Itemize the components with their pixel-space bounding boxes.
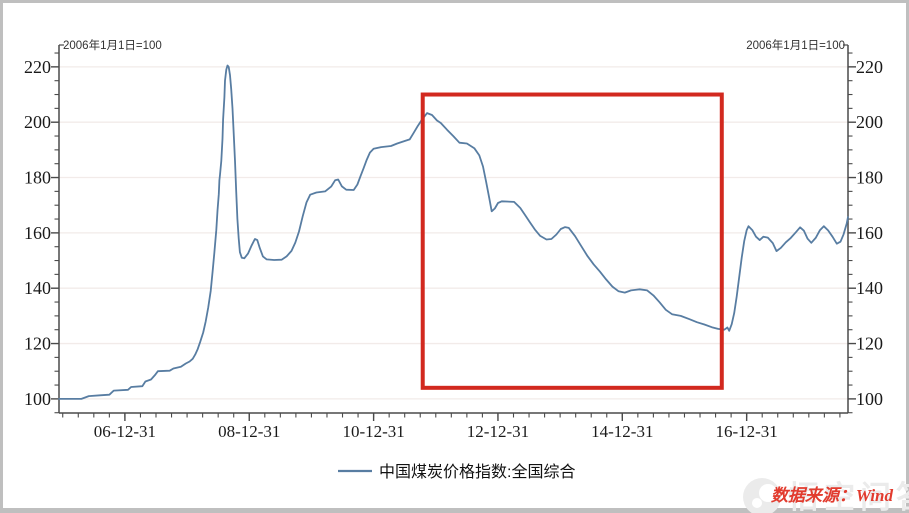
source-note: 数据来源：Wind <box>771 486 894 505</box>
legend: 中国煤炭价格指数:全国综合 <box>338 463 575 481</box>
svg-text:220: 220 <box>856 57 883 77</box>
svg-text:120: 120 <box>856 334 883 354</box>
gridlines <box>59 66 848 400</box>
svg-text:160: 160 <box>856 223 883 243</box>
svg-text:200: 200 <box>24 112 51 132</box>
svg-text:12-12-31: 12-12-31 <box>467 422 529 441</box>
svg-text:08-12-31: 08-12-31 <box>218 422 280 441</box>
svg-text:16-12-31: 16-12-31 <box>715 422 777 441</box>
svg-text:120: 120 <box>24 334 51 354</box>
highlight-box-annotation <box>420 92 724 390</box>
svg-text:100: 100 <box>24 389 51 409</box>
svg-text:220: 220 <box>24 57 51 77</box>
watermark-text: 悟空问答 <box>788 480 909 513</box>
svg-text:160: 160 <box>24 223 51 243</box>
wukong-logo-icon <box>743 478 781 513</box>
svg-text:140: 140 <box>856 278 883 298</box>
reference-note-left: 2006年1月1日=100 <box>63 38 162 52</box>
legend-label: 中国煤炭价格指数:全国综合 <box>379 463 575 481</box>
svg-text:14-12-31: 14-12-31 <box>591 422 653 441</box>
axis-tick-labels: 100 100 120 120 140 140 160 160 180 180 200 200 220 2… <box>24 57 883 441</box>
svg-text:100: 100 <box>856 389 883 409</box>
svg-text:10-12-31: 10-12-31 <box>342 422 404 441</box>
reference-note-right: 2006年1月1日=100 <box>746 38 845 52</box>
svg-text:180: 180 <box>856 168 883 188</box>
axes <box>51 44 856 421</box>
watermark: 悟空问答 <box>743 478 909 513</box>
svg-text:06-12-31: 06-12-31 <box>94 422 156 441</box>
svg-text:140: 140 <box>24 278 51 298</box>
svg-text:200: 200 <box>856 112 883 132</box>
svg-text:180: 180 <box>24 168 51 188</box>
price-line <box>58 64 849 400</box>
